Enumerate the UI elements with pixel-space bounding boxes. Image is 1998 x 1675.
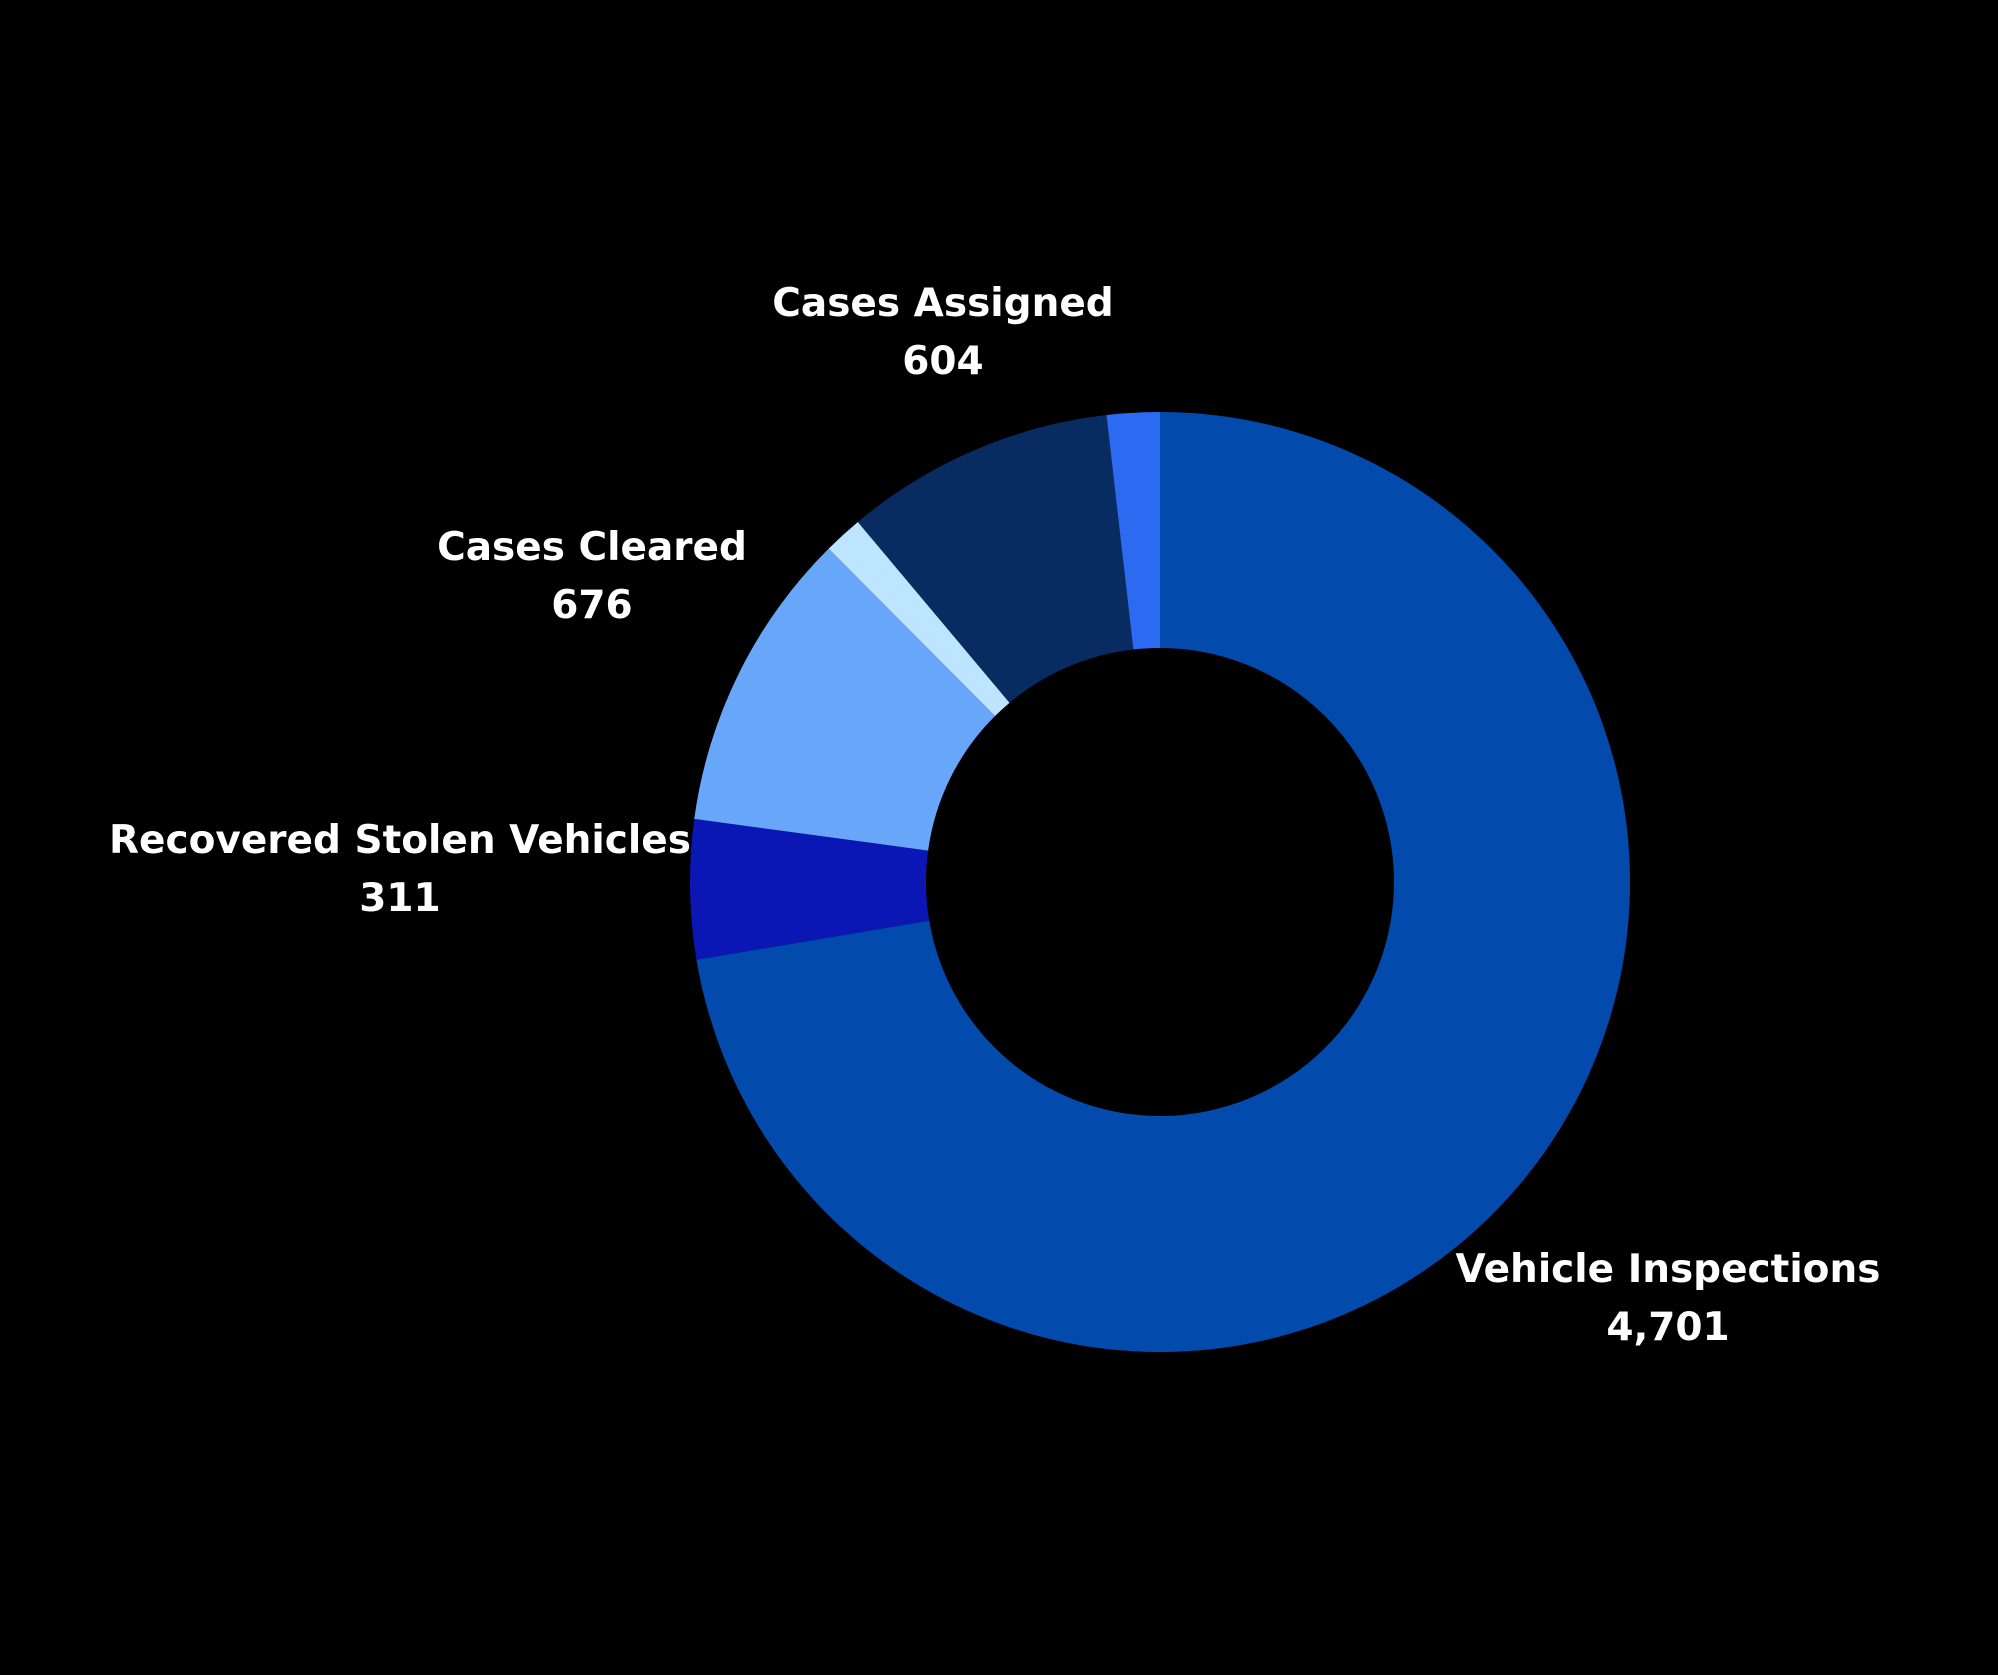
donut-slice-vehicle-inspections: [696, 412, 1630, 1352]
slice-value-vehicle-inspections: 4,701: [1606, 1305, 1729, 1350]
slice-label-cases-cleared: Cases Cleared: [437, 525, 747, 570]
donut-slice-unlabeled-3: [828, 521, 1010, 717]
donut-labels: Vehicle Inspections 4,701 Recovered Stolen…: [109, 281, 1880, 1350]
donut-slice-recovered-stolen-vehicles: [690, 818, 930, 960]
donut-slice-cases-cleared: [694, 548, 996, 851]
slice-label-cases-assigned: Cases Assigned: [772, 281, 1113, 326]
slice-label-vehicle-inspections: Vehicle Inspections: [1456, 1247, 1881, 1292]
donut-slices: [690, 412, 1630, 1352]
donut-slice-unlabeled-5: [1106, 412, 1160, 650]
slice-value-cases-cleared: 676: [551, 583, 632, 628]
donut-slice-cases-assigned: [857, 415, 1134, 703]
slice-label-recovered-stolen-vehicles: Recovered Stolen Vehicles: [109, 818, 691, 863]
slice-value-recovered-stolen-vehicles: 311: [359, 876, 440, 921]
slice-value-cases-assigned: 604: [902, 339, 983, 384]
